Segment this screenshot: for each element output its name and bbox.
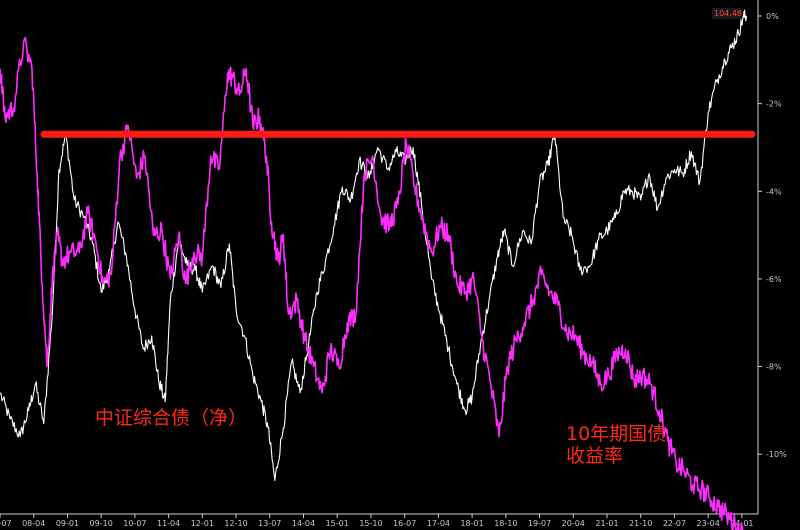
x-tick-label: 12-10 xyxy=(224,519,247,528)
x-tick-label: 14-04 xyxy=(292,519,315,528)
x-tick-label: 15-10 xyxy=(359,519,382,528)
x-tick-label: 11-04 xyxy=(157,519,180,528)
x-tick-label: 09-01 xyxy=(56,519,79,528)
x-tick-label: 13-07 xyxy=(258,519,281,528)
annotation-composite-bond: 中证综合债（净） xyxy=(95,407,247,429)
series-10y-yield xyxy=(0,36,744,530)
last-value-label: 104.48 xyxy=(714,9,742,18)
x-tick-label: 22-07 xyxy=(663,519,686,528)
last-value-box xyxy=(712,8,742,19)
y-tick-label: 0% xyxy=(766,12,779,21)
x-tick-label: 17-04 xyxy=(427,519,450,528)
x-tick-label: 12-01 xyxy=(191,519,214,528)
x-tick-label: 23-04 xyxy=(697,519,720,528)
annotation-10y-yield-line1: 10年期国债 xyxy=(566,423,666,445)
y-tick-label: -8% xyxy=(766,363,782,372)
y-tick-label: -2% xyxy=(766,100,782,109)
x-tick-label: 21-01 xyxy=(595,519,618,528)
x-tick-label: 08-04 xyxy=(22,519,45,528)
series-group xyxy=(0,9,748,530)
annotation-10y-yield-line2: 收益率 xyxy=(566,445,623,467)
y-axis-ticks: 0% -2% -4% -6% -8% -10% xyxy=(758,12,787,459)
y-tick-label: -4% xyxy=(766,187,782,196)
x-tick-label: 10-07 xyxy=(123,519,146,528)
x-tick-label: 20-04 xyxy=(562,519,585,528)
x-tick-label: 18-10 xyxy=(494,519,517,528)
x-tick-label: 19-07 xyxy=(528,519,551,528)
y-tick-label: -6% xyxy=(766,275,782,284)
x-tick-label: 16-07 xyxy=(393,519,416,528)
y-tick-label: -10% xyxy=(766,450,787,459)
x-tick-label: 15-01 xyxy=(326,519,349,528)
x-tick-label: 21-10 xyxy=(629,519,652,528)
x-tick-label: 18-01 xyxy=(460,519,483,528)
x-tick-label: 07-07 xyxy=(0,519,12,528)
x-tick-label: 09-10 xyxy=(90,519,113,528)
